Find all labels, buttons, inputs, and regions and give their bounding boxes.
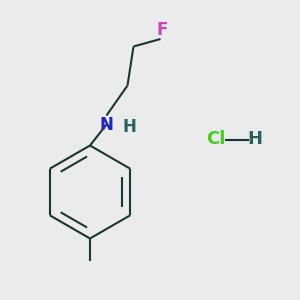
Text: H: H	[122, 118, 136, 136]
Text: F: F	[156, 21, 168, 39]
Text: Cl: Cl	[206, 130, 226, 148]
Text: N: N	[100, 116, 113, 134]
Text: H: H	[248, 130, 262, 148]
